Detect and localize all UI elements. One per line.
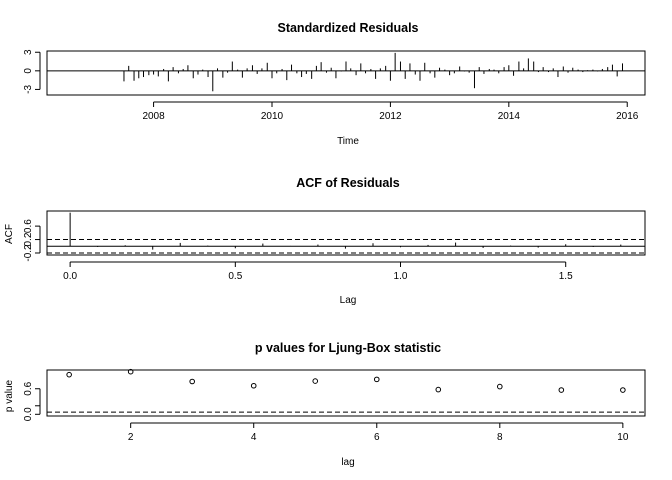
y-tick-label: 0.6 — [23, 381, 34, 395]
x-tick-label: 4 — [251, 432, 257, 443]
y-tick-label: 3 — [23, 49, 34, 55]
x-tick-label: 10 — [617, 432, 629, 443]
panel-ljung-box: p values for Ljung-Box statistic 2 4 6 8 10 … — [4, 341, 646, 468]
p-value-points — [66, 368, 626, 393]
x-tick-label: 2010 — [261, 111, 284, 122]
panel3-title: p values for Ljung-Box statistic — [255, 341, 441, 355]
panel3-y-axis: 0.0 0.6 — [23, 381, 41, 421]
panel1-y-axis: -3 0 3 — [23, 49, 41, 94]
panel1-plot-frame — [46, 50, 646, 96]
panel-standardized-residuals: Standardized Residuals 2008 2010 2012 2014 2… — [23, 21, 646, 147]
panel3-x-label: lag — [341, 457, 354, 468]
panel2-x-axis: 0.0 0.5 1.0 1.5 — [63, 261, 573, 282]
data-point — [558, 387, 565, 393]
x-tick-label: 6 — [374, 432, 380, 443]
x-tick-label: 2 — [128, 432, 134, 443]
panel3-y-label: p value — [4, 379, 15, 412]
data-point — [127, 368, 134, 375]
x-tick-label: 0.0 — [63, 271, 77, 282]
data-point — [497, 383, 503, 390]
y-tick-label: 0 — [23, 68, 34, 74]
y-tick-label: 0.6 — [23, 219, 34, 233]
x-tick-label: 2012 — [379, 111, 402, 122]
panel2-title: ACF of Residuals — [296, 176, 400, 190]
data-point — [250, 382, 257, 389]
y-tick-label: 0.0 — [23, 407, 34, 421]
y-tick-label: -0.2 — [23, 244, 34, 262]
confidence-bounds — [47, 239, 645, 254]
x-tick-label: 0.5 — [228, 271, 242, 282]
x-tick-label: 1.5 — [559, 271, 573, 282]
panel2-y-axis: -0.20.20.6 — [23, 219, 41, 262]
x-tick-label: 2016 — [616, 111, 639, 122]
panel2-x-label: Lag — [340, 295, 357, 306]
data-point — [435, 386, 442, 393]
residual-bars — [123, 52, 624, 92]
x-tick-label: 2008 — [142, 111, 165, 122]
panel1-x-axis: 2008 2010 2012 2014 2016 — [142, 101, 639, 122]
data-point — [312, 378, 319, 384]
panel1-x-label: Time — [337, 136, 359, 147]
panel2-plot-frame — [46, 210, 646, 256]
x-tick-label: 1.0 — [394, 271, 408, 282]
y-tick-label: -3 — [23, 85, 34, 94]
data-point — [66, 371, 72, 378]
data-point — [189, 378, 195, 385]
acf-bars — [69, 212, 622, 250]
x-tick-label: 2014 — [498, 111, 521, 122]
panel1-title: Standardized Residuals — [277, 21, 418, 35]
panel-acf: ACF of Residuals 0.0 0.5 1.0 1.5 -0.20.20.6… — [4, 176, 646, 306]
panel3-x-axis: 2 4 6 8 10 — [128, 422, 629, 443]
y-tick-label: 0.2 — [23, 232, 34, 246]
panel3-plot-frame — [46, 369, 646, 417]
data-point — [620, 387, 626, 393]
panel2-y-label: ACF — [4, 224, 15, 244]
x-tick-label: 8 — [497, 432, 503, 443]
data-point — [373, 376, 380, 383]
